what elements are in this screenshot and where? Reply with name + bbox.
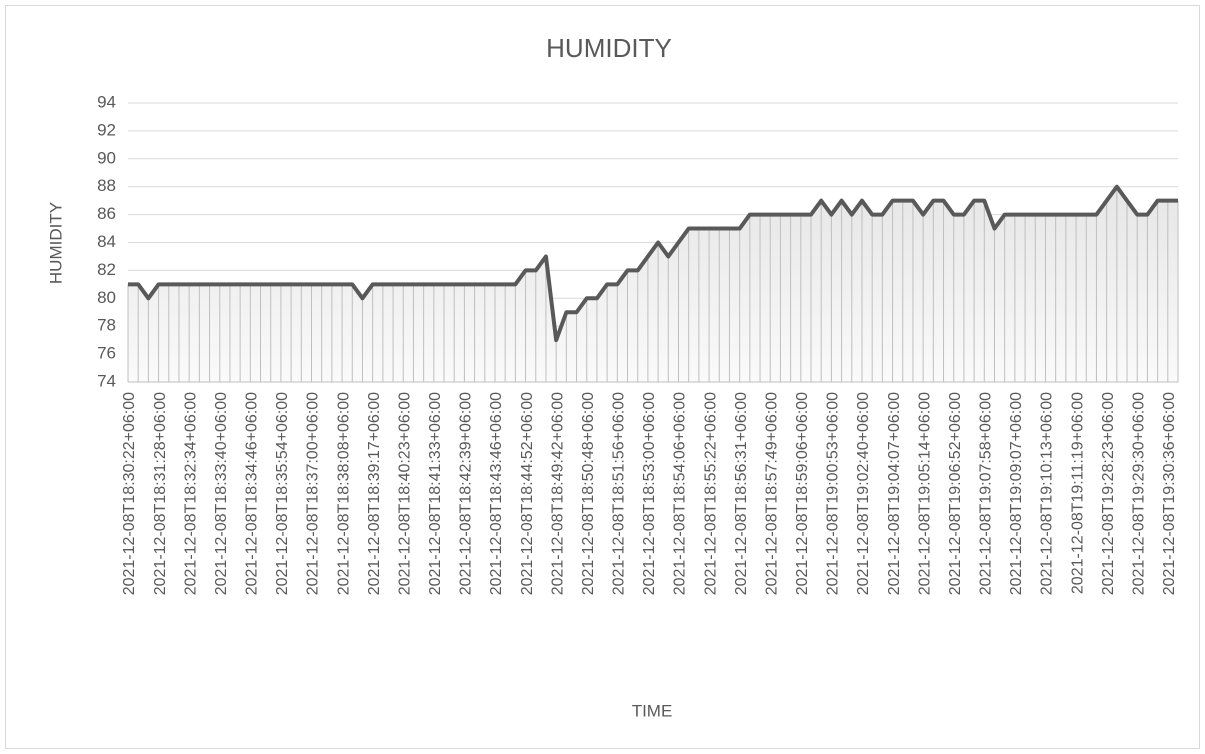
x-tick-label: 2021-12-08T19:02:40+06:00 (855, 392, 872, 595)
x-tick-label: 2021-12-08T18:34:46+06:00 (244, 392, 261, 595)
x-tick-label: 2021-12-08T18:35:54+06:00 (274, 392, 291, 595)
x-tick-label: 2021-12-08T19:06:52+06:00 (947, 392, 964, 595)
y-axis-label: HUMIDITY (46, 202, 65, 284)
x-tick-label: 2021-12-08T18:42:39+06:00 (458, 392, 475, 595)
x-tick-label: 2021-12-08T18:49:42+06:00 (549, 392, 566, 595)
y-tick-label: 92 (97, 120, 116, 139)
x-tick-label: 2021-12-08T18:39:17+06:00 (366, 392, 383, 595)
x-tick-label: 2021-12-08T19:11:19+06:00 (1069, 392, 1086, 594)
chart-title: HUMIDITY (546, 33, 672, 63)
x-tick-label: 2021-12-08T19:00:53+06:00 (825, 392, 842, 595)
x-tick-label: 2021-12-08T18:50:48+06:00 (580, 392, 597, 595)
y-tick-label: 88 (97, 176, 116, 195)
x-tick-label: 2021-12-08T19:28:23+06:00 (1100, 392, 1117, 595)
x-tick-label: 2021-12-08T19:04:07+06:00 (886, 392, 903, 595)
x-tick-label: 2021-12-08T18:33:40+06:00 (213, 392, 230, 595)
y-tick-label: 78 (97, 316, 116, 335)
x-tick-label: 2021-12-08T18:55:22+06:00 (702, 392, 719, 595)
x-tick-label: 2021-12-08T18:40:23+06:00 (396, 392, 413, 595)
y-tick-label: 80 (97, 288, 116, 307)
y-tick-label: 76 (97, 344, 116, 363)
x-tick-label: 2021-12-08T18:41:33+06:00 (427, 392, 444, 595)
x-tick-label: 2021-12-08T18:32:34+06:00 (182, 392, 199, 595)
x-tick-label: 2021-12-08T18:44:52+06:00 (519, 392, 536, 595)
y-tick-label: 74 (97, 371, 116, 390)
x-tick-label: 2021-12-08T18:30:22+06:00 (121, 392, 138, 595)
data-line (128, 184, 1178, 343)
x-tick-label: 2021-12-08T18:43:46+06:00 (488, 392, 505, 595)
x-tick-label: 2021-12-08T18:56:31+06:00 (733, 392, 750, 595)
x-tick-label: 2021-12-08T18:53:00+06:00 (641, 392, 658, 595)
y-tick-label: 90 (97, 148, 116, 167)
x-tick-label: 2021-12-08T18:59:06+06:00 (794, 392, 811, 595)
x-tick-label: 2021-12-08T18:57:49+06:00 (763, 392, 780, 595)
x-tick-label: 2021-12-08T18:51:56+06:00 (611, 392, 628, 595)
x-tick-label: 2021-12-08T18:54:06+06:00 (672, 392, 689, 595)
x-axis-label: TIME (632, 701, 673, 720)
y-tick-label: 86 (97, 204, 116, 223)
y-tick-label: 94 (97, 92, 116, 111)
y-tick-label: 84 (97, 232, 116, 251)
x-tick-label: 2021-12-08T19:09:07+06:00 (1008, 392, 1025, 595)
x-tick-label: 2021-12-08T19:05:14+06:00 (916, 392, 933, 595)
x-tick-label: 2021-12-08T18:38:08+06:00 (335, 392, 352, 595)
x-tick-label: 2021-12-08T19:07:58+06:00 (978, 392, 995, 595)
x-tick-label: 2021-12-08T18:37:00+06:00 (305, 392, 322, 595)
x-tick-label: 2021-12-08T19:30:36+06:00 (1161, 392, 1178, 595)
y-tick-label: 82 (97, 260, 116, 279)
x-tick-label: 2021-12-08T19:10:13+06:00 (1039, 392, 1056, 595)
x-tick-label: 2021-12-08T19:29:30+06:00 (1130, 392, 1147, 595)
area (128, 186, 1178, 382)
x-tick-label: 2021-12-08T18:31:28+06:00 (152, 392, 169, 595)
